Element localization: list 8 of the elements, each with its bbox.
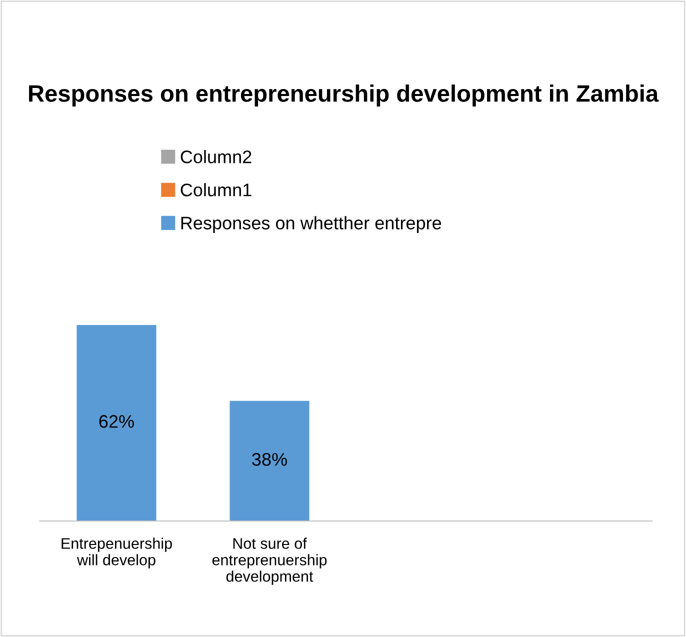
x-tick-label: Not sure of entreprenuership development (212, 538, 327, 585)
data-label: 62% (99, 415, 134, 428)
data-label: 38% (252, 452, 287, 466)
chart-title: Responses on entrepreneurship development in Zambia (29, 84, 659, 107)
legend-label: Column2 (180, 150, 252, 164)
legend-label: Column1 (180, 183, 252, 196)
legend-label: Responses on whetther entrepre (181, 216, 442, 234)
x-tick-label: Entrepenuership will develop (62, 538, 172, 568)
